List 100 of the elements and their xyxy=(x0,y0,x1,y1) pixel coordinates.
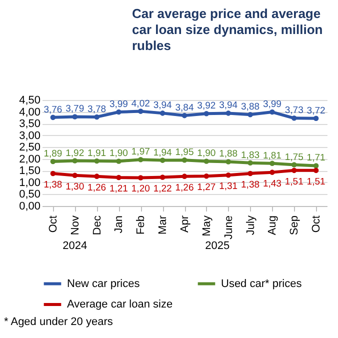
x-tick-label: Jan xyxy=(113,216,126,234)
data-label: 1,91 xyxy=(88,148,106,160)
data-label: 1,27 xyxy=(197,182,216,194)
x-tick-label: Oct xyxy=(310,216,323,233)
data-label: 1,95 xyxy=(175,147,194,158)
point xyxy=(291,115,297,121)
data-label: 1,88 xyxy=(219,148,238,160)
y-tick-label: 1,00 xyxy=(19,176,40,189)
point xyxy=(182,157,188,163)
data-label: 1,89 xyxy=(44,148,62,160)
data-label: 1,26 xyxy=(175,182,194,194)
point xyxy=(313,163,319,168)
data-label: 1,38 xyxy=(241,179,260,190)
point xyxy=(248,112,253,118)
point xyxy=(116,109,122,115)
point xyxy=(204,173,210,179)
point xyxy=(94,174,100,179)
y-tick-label: 3,00 xyxy=(19,130,40,142)
point xyxy=(160,110,166,116)
point xyxy=(270,170,275,175)
x-tick-label: Oct xyxy=(47,216,60,233)
x-tick-label: Nov xyxy=(69,215,82,236)
x-tick-label: July xyxy=(244,215,257,236)
data-label: 1,90 xyxy=(197,148,216,160)
y-tick-label: 0,50 xyxy=(19,188,40,201)
data-label: 3,94 xyxy=(219,100,238,112)
data-label: 1,26 xyxy=(88,182,106,194)
data-label: 4,02 xyxy=(131,98,150,110)
point xyxy=(270,160,275,166)
data-label: 1,21 xyxy=(109,184,128,194)
point xyxy=(138,108,144,114)
y-tick-label: 0,00 xyxy=(19,200,40,212)
point xyxy=(226,159,231,164)
text: 2024 xyxy=(62,240,88,252)
y-tick-label: 4,50 xyxy=(19,94,40,106)
text: 2025 xyxy=(205,240,230,252)
data-label: 3,79 xyxy=(66,104,84,115)
data-label: 1,92 xyxy=(66,148,84,159)
point xyxy=(226,172,231,178)
point xyxy=(313,168,319,174)
data-label: 1,97 xyxy=(131,146,150,158)
point xyxy=(138,156,144,162)
data-label: 1,43 xyxy=(262,178,282,190)
y-tick-label: 4,00 xyxy=(19,106,40,118)
point xyxy=(248,170,253,176)
point xyxy=(50,170,56,176)
y-tick-label: 2,50 xyxy=(19,142,40,154)
data-label: 1,94 xyxy=(153,147,172,158)
point xyxy=(50,158,56,164)
legend-label: Used car* prices xyxy=(221,278,302,290)
point xyxy=(116,174,122,180)
data-label: 3,94 xyxy=(153,100,172,112)
point xyxy=(94,114,100,120)
point xyxy=(204,158,210,164)
point xyxy=(313,116,319,122)
data-label: 3,84 xyxy=(175,102,194,114)
legend-label: New car prices xyxy=(67,278,140,290)
data-label: 3,99 xyxy=(262,99,282,110)
point xyxy=(291,162,297,168)
data-label: 1,83 xyxy=(241,150,260,161)
x-tick-label: Sep xyxy=(288,216,301,236)
point xyxy=(50,114,56,120)
data-label: 1,75 xyxy=(284,152,304,163)
point xyxy=(182,174,188,179)
text: * Aged under 20 years xyxy=(4,316,113,328)
point xyxy=(138,175,144,180)
data-label: 3,72 xyxy=(306,105,326,116)
x-tick-label: Dec xyxy=(91,215,104,236)
point xyxy=(72,158,78,164)
point xyxy=(182,112,188,118)
data-label: 3,73 xyxy=(284,105,304,116)
x-tick-label: Aug xyxy=(266,216,279,236)
point xyxy=(291,168,297,174)
data-label: 1,31 xyxy=(219,181,238,192)
data-label: 1,71 xyxy=(306,152,326,164)
data-label: 3,99 xyxy=(109,99,128,110)
point xyxy=(204,111,210,116)
point xyxy=(270,109,275,115)
data-label: 3,88 xyxy=(241,102,260,113)
data-label: 1,30 xyxy=(66,181,84,192)
point xyxy=(72,114,78,120)
point xyxy=(72,172,78,178)
data-label: 3,92 xyxy=(197,100,216,112)
chart-title: Car average price and average car loan size dynamics, million rubles xyxy=(132,6,324,54)
data-label: 1,81 xyxy=(262,150,282,162)
data-label: 3,78 xyxy=(88,104,106,115)
point xyxy=(226,110,231,116)
point xyxy=(94,158,100,164)
x-tick-label: Mar xyxy=(157,215,170,234)
y-tick-label: 2,00 xyxy=(19,153,40,166)
y-tick-label: 3,50 xyxy=(19,118,40,130)
point xyxy=(248,160,253,166)
point xyxy=(116,158,122,164)
data-label: 1,20 xyxy=(131,184,150,195)
x-tick-label: May xyxy=(200,215,213,236)
data-label: 3,76 xyxy=(44,104,62,116)
data-label: 1,22 xyxy=(153,183,172,194)
x-tick-label: Apr xyxy=(179,215,191,233)
data-label: 1,90 xyxy=(109,148,128,160)
x-tick-label: Feb xyxy=(135,216,148,234)
